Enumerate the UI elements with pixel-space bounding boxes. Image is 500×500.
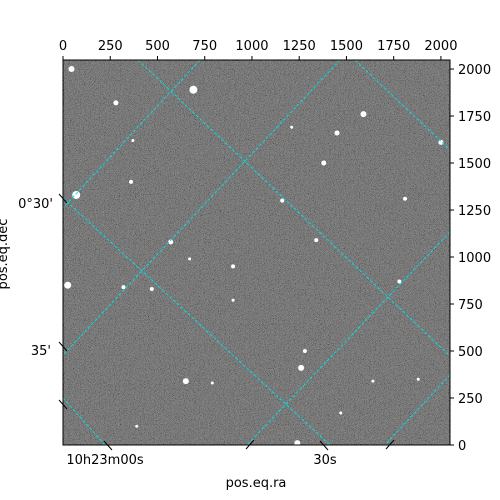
y-axis-label: pos.eq.dec (0, 219, 11, 290)
right-tick-label: 2000 (458, 63, 491, 78)
ra-tick-mark (103, 440, 113, 451)
star (64, 281, 72, 289)
star (168, 239, 174, 245)
star (135, 424, 139, 428)
right-tick-label: 1750 (458, 110, 491, 125)
star (189, 85, 198, 94)
ra-tick-label-2: 30s (313, 453, 337, 468)
right-tick-label: 1500 (458, 157, 491, 172)
grid-line (63, 397, 106, 445)
grid-line (63, 197, 331, 445)
star (321, 160, 327, 166)
right-tick-label: 0 (458, 439, 466, 454)
star (68, 66, 75, 73)
star (131, 138, 135, 142)
star (371, 379, 375, 383)
right-tick-label: 250 (458, 392, 483, 407)
right-pixel-axis: 0 250 500 750 1000 1250 1500 1750 2000 (450, 63, 491, 454)
dec-tick-mark (58, 399, 68, 410)
image-noise (63, 60, 450, 445)
star (397, 279, 402, 284)
ra-tick-label-1: 10h23m00s (66, 453, 144, 468)
star (290, 125, 294, 129)
grid-line (137, 60, 450, 357)
top-pixel-axis: 0 250 500 750 1000 1250 1500 1750 2000 (59, 39, 457, 60)
dec-tick-mark (58, 341, 68, 352)
dec-tick-label-2: 35' (31, 344, 51, 359)
star (438, 139, 444, 145)
grid-line (63, 60, 201, 209)
top-tick-label: 2000 (424, 39, 457, 54)
star (302, 349, 307, 354)
star (314, 238, 319, 243)
ra-tick-mark (385, 439, 395, 450)
world-grid (63, 60, 450, 445)
star (280, 198, 285, 203)
top-tick-label: 0 (59, 39, 67, 54)
plot-frame (62, 59, 451, 446)
right-tick-label: 1000 (458, 251, 491, 266)
x-axis-label: pos.eq.ra (226, 476, 287, 491)
star (72, 190, 81, 199)
star (210, 381, 214, 385)
star (231, 298, 235, 302)
star (298, 364, 305, 371)
top-tick-label: 1750 (377, 39, 410, 54)
ra-tick-mark (245, 439, 255, 450)
grid-line (384, 374, 450, 445)
right-tick-label: 750 (458, 298, 483, 313)
star (182, 378, 189, 385)
top-tick-label: 750 (192, 39, 217, 54)
star (149, 286, 154, 291)
dec-tick-mark (58, 193, 68, 204)
right-tick-label: 1250 (458, 204, 491, 219)
star (231, 264, 236, 269)
star (416, 377, 420, 381)
ra-ticks (103, 439, 395, 451)
top-tick-label: 1250 (283, 39, 316, 54)
star (294, 440, 301, 445)
dec-ticks (58, 193, 68, 410)
star (188, 257, 192, 261)
right-tick-label: 500 (458, 345, 483, 360)
top-tick-label: 500 (145, 39, 170, 54)
star (360, 111, 367, 118)
star (129, 179, 134, 184)
top-tick-label: 1500 (330, 39, 363, 54)
grid-line (63, 60, 341, 356)
dec-tick-label-1: 0°30' (18, 197, 53, 212)
star (339, 411, 343, 415)
star (121, 285, 126, 290)
top-tick-label: 250 (98, 39, 123, 54)
grid-line (246, 231, 450, 445)
image-area (62, 59, 451, 446)
star (403, 196, 408, 201)
grid-line (354, 60, 450, 151)
star (113, 100, 119, 106)
stars-layer (64, 66, 444, 445)
star (334, 130, 340, 136)
top-tick-label: 1000 (235, 39, 268, 54)
ra-tick-mark (319, 440, 329, 451)
